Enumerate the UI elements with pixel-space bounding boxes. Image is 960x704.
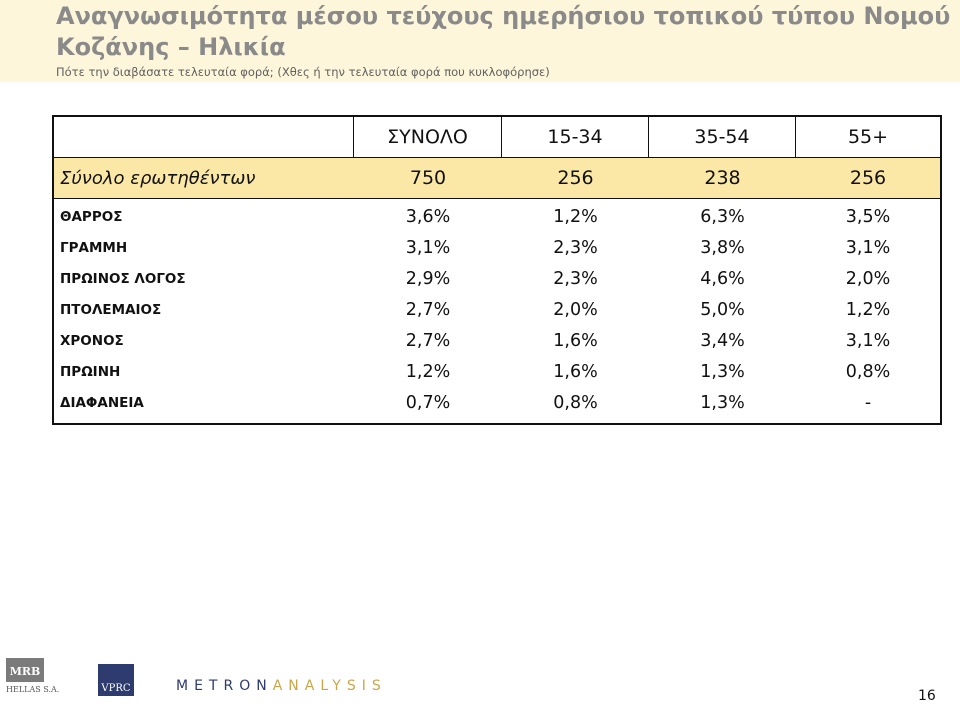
metron-logo-left: METRON: [176, 678, 273, 694]
row-label: ΠΡΩΙΝΗ: [60, 363, 121, 380]
value-cell: 2,0%: [553, 299, 598, 320]
readership-table: ΣΥΝΟΛΟ 15-34 35-54 55+ Σύνολο ερωτηθέντω…: [52, 115, 942, 425]
header-cell-empty: [54, 117, 354, 157]
header-cell-35-54: 35-54: [649, 117, 796, 157]
row-label: ΓΡΑΜΜΗ: [60, 239, 128, 256]
mrb-logo-text: MRB: [10, 665, 41, 678]
value-cell: 3,4%: [700, 330, 745, 351]
value-cell: 0,8%: [553, 392, 598, 413]
total-cell: 256: [557, 167, 594, 189]
value-cell: 1,6%: [553, 361, 598, 382]
value-cell: 1,3%: [700, 361, 745, 382]
value-cell: 3,6%: [405, 206, 451, 227]
value-cell: 3,1%: [845, 330, 891, 351]
header-band: [0, 0, 960, 82]
metron-analysis-logo: METRONANALYSIS: [176, 678, 387, 694]
header-cell-55-plus: 55+: [847, 126, 889, 148]
vprc-logo: VPRC: [98, 664, 134, 696]
value-cell: 2,9%: [405, 268, 451, 289]
value-cell: 1,2%: [845, 299, 891, 320]
value-cell: 3,1%: [405, 237, 451, 258]
row-label: ΘΑΡΡΟΣ: [60, 208, 123, 225]
value-cell: 4,6%: [700, 268, 745, 289]
value-cell: 2,3%: [553, 237, 598, 258]
slide-title-line2: Κοζάνης – Ηλικία: [56, 33, 286, 61]
total-cell: 256: [849, 167, 887, 189]
value-cell: 0,8%: [845, 361, 891, 382]
table-row: ΘΑΡΡΟΣ 3,6% 1,2% 6,3% 3,5%: [54, 201, 940, 232]
row-label: ΧΡΟΝΟΣ: [60, 332, 124, 349]
value-cell: 1,2%: [553, 206, 598, 227]
row-label: ΠΡΩΙΝΟΣ ΛΟΓΟΣ: [60, 270, 186, 287]
table-header-row: ΣΥΝΟΛΟ 15-34 35-54 55+: [54, 117, 940, 157]
table-row: ΠΡΩΙΝΟΣ ΛΟΓΟΣ 2,9% 2,3% 4,6% 2,0%: [54, 263, 940, 294]
row-label: ΔΙΑΦΑΝΕΙΑ: [60, 394, 144, 411]
row-label: ΠΤΟΛΕΜΑΙΟΣ: [60, 301, 162, 318]
slide-title-line1: Αναγνωσιμότητα μέσου τεύχους ημερήσιου τ…: [56, 2, 951, 30]
total-respondents-row: Σύνολο ερωτηθέντων 750 256 238 256: [54, 157, 940, 199]
mrb-logo: MRB: [6, 658, 44, 682]
value-cell: 3,5%: [845, 206, 891, 227]
page-number: 16: [918, 688, 936, 704]
table-row: ΧΡΟΝΟΣ 2,7% 1,6% 3,4% 3,1%: [54, 325, 940, 356]
table-row: ΠΤΟΛΕΜΑΙΟΣ 2,7% 2,0% 5,0% 1,2%: [54, 294, 940, 325]
value-cell: 6,3%: [700, 206, 745, 227]
table-row: ΓΡΑΜΜΗ 3,1% 2,3% 3,8% 3,1%: [54, 232, 940, 263]
slide-subtitle: Πότε την διαβάσατε τελευταία φορά; (Χθες…: [56, 65, 550, 79]
value-cell: 1,2%: [405, 361, 451, 382]
value-cell: 0,7%: [405, 392, 451, 413]
value-cell: 2,3%: [553, 268, 598, 289]
table-row: ΠΡΩΙΝΗ 1,2% 1,6% 1,3% 0,8%: [54, 356, 940, 387]
total-cell: 238: [704, 167, 741, 189]
value-cell: 2,7%: [405, 330, 451, 351]
total-cell: 750: [409, 167, 447, 189]
value-cell: 2,0%: [845, 268, 891, 289]
value-cell: 1,6%: [553, 330, 598, 351]
value-cell: 3,1%: [845, 237, 891, 258]
mrb-logo-mark: MRB: [6, 658, 44, 682]
value-cell: 2,7%: [405, 299, 451, 320]
value-cell: 1,3%: [700, 392, 745, 413]
row-label: Σύνολο ερωτηθέντων: [60, 167, 256, 189]
table-row: ΔΙΑΦΑΝΕΙΑ 0,7% 0,8% 1,3% -: [54, 387, 940, 418]
value-cell: 3,8%: [700, 237, 745, 258]
metron-logo-right: ANALYSIS: [272, 678, 387, 694]
header-cell-15-34: 15-34: [502, 117, 649, 157]
header-cell-total: ΣΥΝΟΛΟ: [354, 117, 502, 157]
mrb-logo-subtext: HELLAS S.A.: [6, 685, 60, 694]
value-cell: 5,0%: [700, 299, 745, 320]
value-cell: -: [864, 392, 872, 413]
